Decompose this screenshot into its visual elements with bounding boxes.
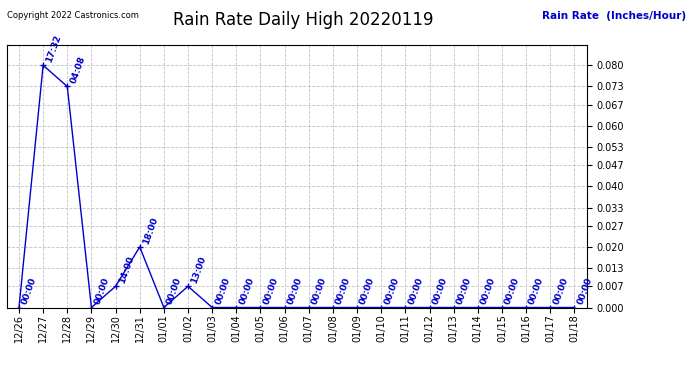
Text: 00:00: 00:00 <box>455 277 473 306</box>
Text: 00:00: 00:00 <box>383 277 401 306</box>
Text: Rain Rate  (Inches/Hour): Rain Rate (Inches/Hour) <box>542 11 687 21</box>
Text: 00:00: 00:00 <box>480 277 497 306</box>
Text: 17:32: 17:32 <box>45 34 63 64</box>
Text: 00:00: 00:00 <box>286 277 304 306</box>
Text: 00:00: 00:00 <box>407 277 425 306</box>
Text: 18:00: 18:00 <box>141 216 159 246</box>
Text: 00:00: 00:00 <box>238 277 256 306</box>
Text: 13:00: 13:00 <box>190 255 208 285</box>
Text: 14:00: 14:00 <box>117 255 135 285</box>
Text: Rain Rate Daily High 20220119: Rain Rate Daily High 20220119 <box>173 11 434 29</box>
Text: Copyright 2022 Castronics.com: Copyright 2022 Castronics.com <box>7 11 139 20</box>
Text: 00:00: 00:00 <box>335 277 353 306</box>
Text: 00:00: 00:00 <box>359 277 377 306</box>
Text: 00:00: 00:00 <box>431 277 449 306</box>
Text: 00:00: 00:00 <box>262 277 280 306</box>
Text: 00:00: 00:00 <box>528 277 546 306</box>
Text: 00:00: 00:00 <box>504 277 522 306</box>
Text: 00:00: 00:00 <box>214 277 232 306</box>
Text: 00:00: 00:00 <box>93 277 111 306</box>
Text: 00:00: 00:00 <box>310 277 328 306</box>
Text: 00:00: 00:00 <box>576 277 594 306</box>
Text: 04:08: 04:08 <box>69 55 87 85</box>
Text: 00:00: 00:00 <box>166 277 184 306</box>
Text: 00:00: 00:00 <box>552 277 570 306</box>
Text: 00:00: 00:00 <box>21 277 39 306</box>
